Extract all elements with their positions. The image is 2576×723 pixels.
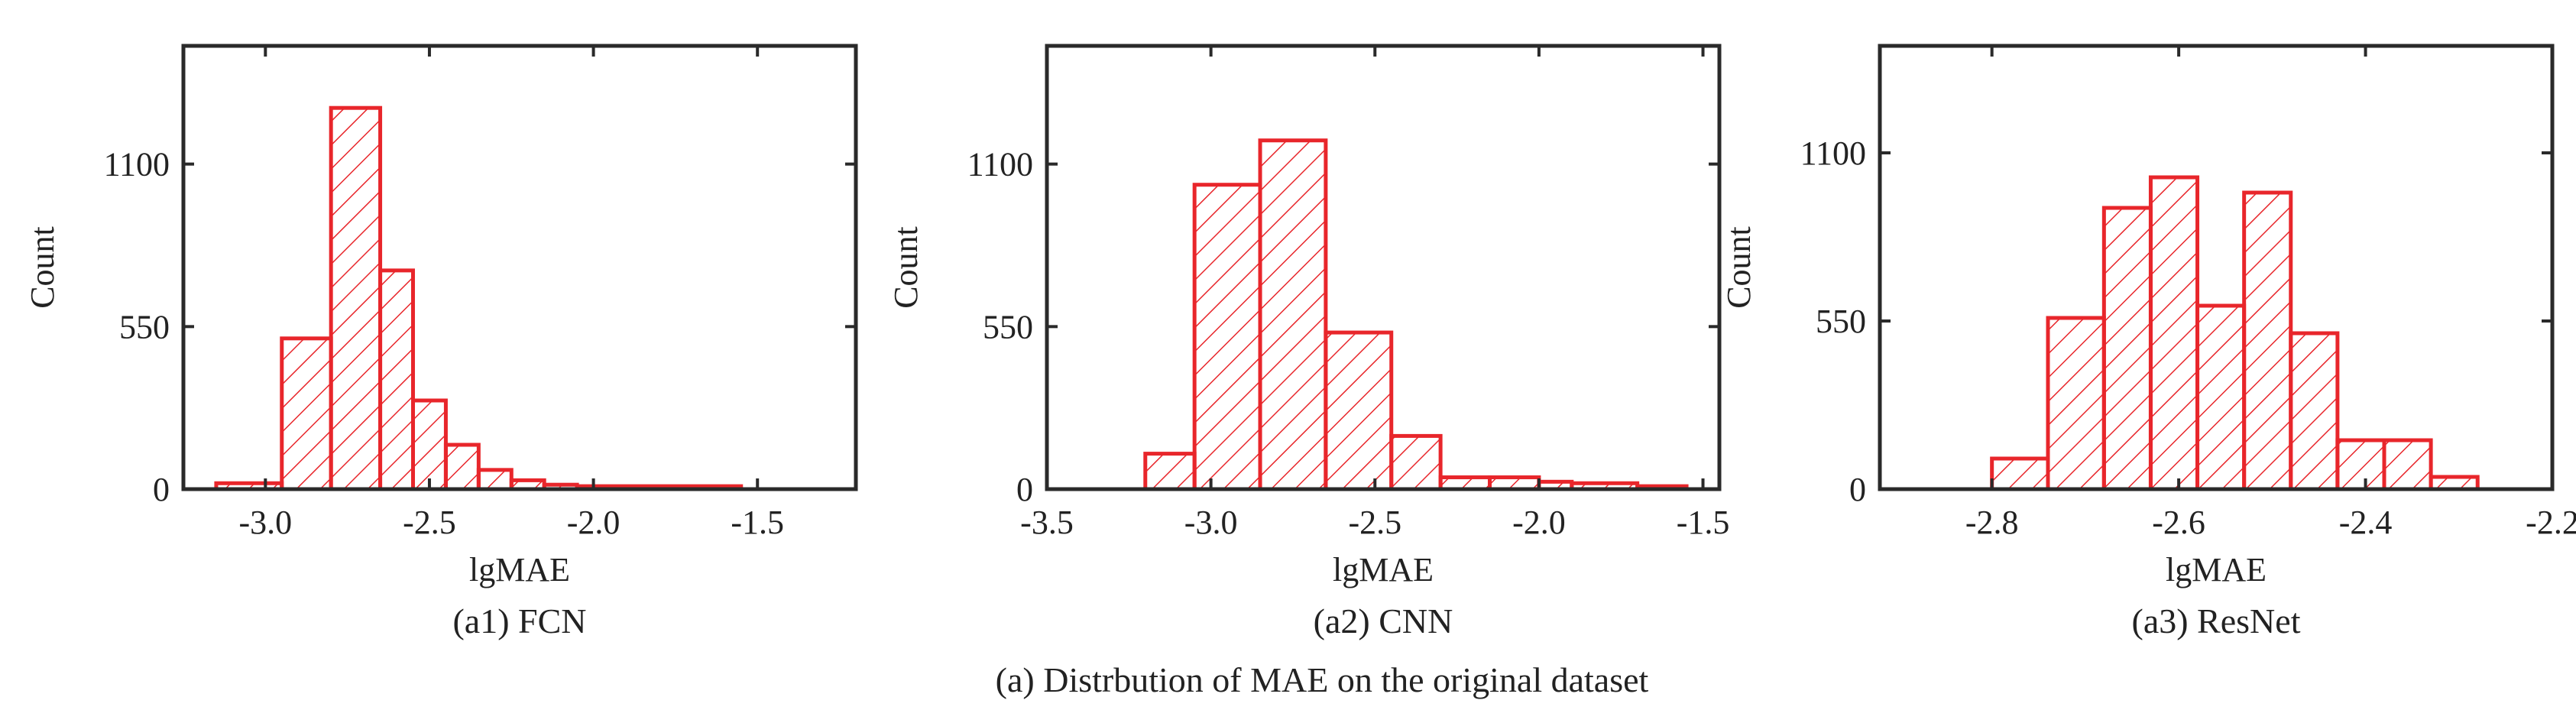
x-tick-label: -2.0 (1512, 504, 1566, 541)
histogram-bar (1192, 183, 1262, 491)
histogram-panel-cnn: -3.5 -3.0 -2.5 -2.0 -1.5 0 550 1100 lgMAE Count… (887, 44, 1730, 640)
histogram-bar (2046, 316, 2106, 491)
histogram-bar (329, 105, 383, 491)
y-axis-label: Count (1720, 226, 1758, 309)
x-tick-label: -2.4 (2339, 504, 2393, 541)
bar-group (1990, 175, 2480, 491)
histogram-bar (2242, 190, 2293, 491)
y-tick-label: 1100 (1800, 135, 1866, 172)
histogram-bar (476, 468, 514, 491)
plot-frame (181, 44, 858, 491)
y-axis-label: Count (24, 226, 61, 309)
tick-group: -3.5 -3.0 -2.5 -2.0 -1.5 0 550 1100 (967, 46, 1730, 541)
panel-subtitle: (a3) ResNet (2132, 601, 2301, 640)
x-tick-label: -2.5 (1348, 504, 1401, 541)
x-axis-label: lgMAE (469, 551, 570, 588)
plot-frame (1878, 44, 2555, 491)
y-tick-label: 550 (1816, 303, 1866, 340)
histogram-bar (410, 398, 448, 491)
histogram-bar (1389, 433, 1443, 491)
panel-subtitle: (a2) CNN (1314, 601, 1453, 640)
y-tick-label: 1100 (104, 146, 170, 183)
bar-group (214, 105, 744, 491)
x-axis-label: lgMAE (1333, 551, 1434, 588)
histogram-bar (2195, 303, 2247, 491)
histogram-bar (2289, 331, 2340, 491)
figure-caption: (a) Distrbution of MAE on the original d… (996, 660, 1649, 699)
x-tick-label: -2.0 (567, 504, 621, 541)
y-tick-label: 0 (153, 471, 170, 508)
histogram-bar (1258, 138, 1328, 491)
histogram-bar (1143, 452, 1197, 491)
histogram-bar (1990, 456, 2050, 491)
histogram-panel-fcn: -3.0 -2.5 -2.0 -1.5 0 550 1100 lgMAE Count (a1… (24, 44, 858, 640)
y-tick-label: 0 (1016, 471, 1033, 508)
histogram-bar (378, 268, 415, 491)
y-tick-label: 550 (119, 308, 170, 345)
x-tick-label: -1.5 (1677, 504, 1730, 541)
y-tick-label: 1100 (967, 146, 1033, 183)
tick-group: -2.8 -2.6 -2.4 -2.2 0 550 1100 (1800, 46, 2576, 541)
tick-group: -3.0 -2.5 -2.0 -1.5 0 550 1100 (104, 46, 856, 541)
x-tick-label: -2.6 (2152, 504, 2205, 541)
y-axis-label: Count (887, 226, 925, 309)
y-tick-label: 0 (1849, 471, 1866, 508)
histogram-bar (280, 336, 333, 491)
y-tick-label: 550 (983, 308, 1033, 345)
x-tick-label: -1.5 (731, 504, 784, 541)
histogram-panel-resnet: -2.8 -2.6 -2.4 -2.2 0 550 1100 lgMAE Count (a3… (1720, 44, 2576, 640)
x-tick-label: -2.8 (1965, 504, 2019, 541)
plot-frame (1045, 44, 1722, 491)
histogram-bar (443, 443, 481, 491)
panel-subtitle: (a1) FCN (452, 601, 586, 640)
histogram-bar (2101, 206, 2153, 491)
histogram-bar (2382, 438, 2433, 491)
histogram-bar (2335, 438, 2386, 491)
x-tick-label: -2.2 (2526, 504, 2576, 541)
bar-group (1143, 138, 1689, 491)
x-tick-label: -2.5 (403, 504, 456, 541)
x-tick-label: -3.0 (238, 504, 292, 541)
x-tick-label: -3.5 (1020, 504, 1074, 541)
x-axis-label: lgMAE (2166, 551, 2267, 588)
x-tick-label: -3.0 (1184, 504, 1238, 541)
histogram-bar (1324, 330, 1394, 491)
histogram-bar (2148, 175, 2200, 491)
